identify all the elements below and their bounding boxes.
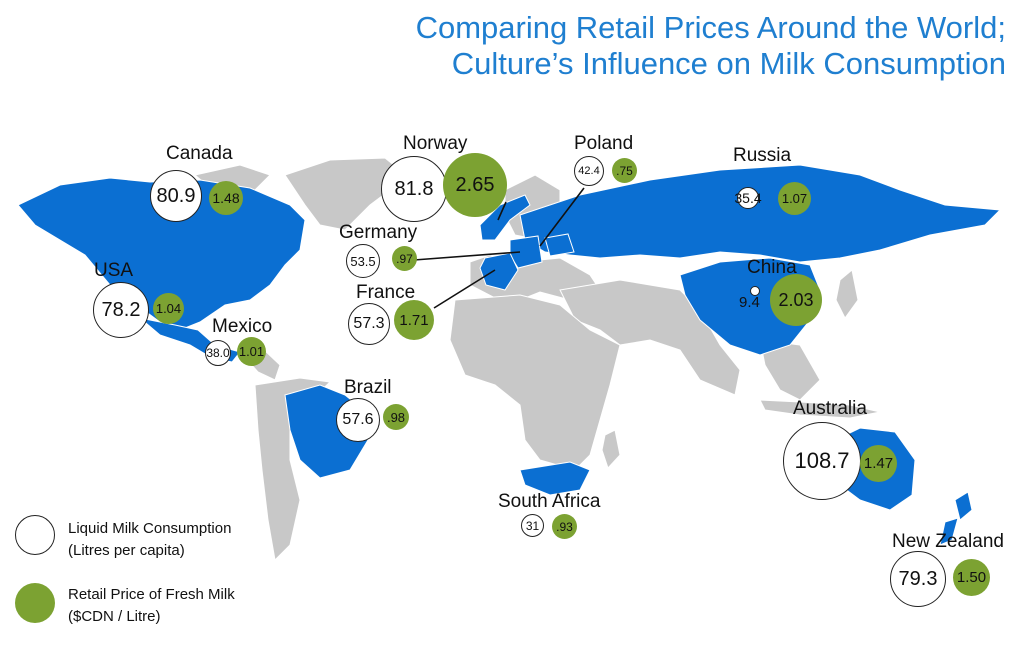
bubble-price-france: 1.71 <box>394 300 434 340</box>
bubble-price-mexico: 1.01 <box>237 337 266 366</box>
bubble-consumption-russia: 35.4 <box>734 187 762 209</box>
legend-consumption-line2: (Litres per capita) <box>68 542 185 559</box>
france-pointer <box>433 269 496 309</box>
bubble-price-south-africa: .93 <box>552 514 577 539</box>
label-france: France <box>356 282 416 303</box>
bubble-consumption-china <box>750 286 760 296</box>
madagascar <box>601 429 621 469</box>
land-highlighted <box>17 164 1002 546</box>
value-consumption-china: 9.4 <box>739 294 760 311</box>
bubble-consumption-germany: 53.5 <box>346 244 380 278</box>
bubble-price-brazil: .98 <box>383 404 409 430</box>
indonesia <box>759 399 881 419</box>
bubble-consumption-norway: 81.8 <box>381 156 447 222</box>
title-line-1: Comparing Retail Prices Around the World… <box>415 10 1006 45</box>
germany-pointer <box>413 251 521 261</box>
south-america-other <box>254 377 332 562</box>
label-russia: Russia <box>733 145 792 166</box>
south-africa-shape <box>519 461 591 496</box>
label-brazil: Brazil <box>344 377 392 398</box>
legend-price-line1: Retail Price of Fresh Milk <box>68 586 235 603</box>
norway-pointer <box>497 201 507 221</box>
greenland <box>284 157 401 231</box>
label-norway: Norway <box>403 133 468 154</box>
label-mexico: Mexico <box>212 316 273 337</box>
bubble-price-poland: .75 <box>612 158 637 183</box>
bubble-consumption-usa: 78.2 <box>93 282 149 338</box>
label-new-zealand: New Zealand <box>892 531 1004 552</box>
bubble-consumption-australia: 108.7 <box>783 422 861 500</box>
bubble-price-new-zealand: 1.50 <box>953 559 990 596</box>
label-canada: Canada <box>166 143 233 164</box>
bubble-consumption-mexico: 38.0 <box>205 340 231 366</box>
poland-shape <box>544 233 575 257</box>
bubble-price-russia: 1.07 <box>778 182 811 215</box>
bubble-price-norway: 2.65 <box>443 153 507 217</box>
norway-shape <box>479 194 531 241</box>
bubble-price-australia: 1.47 <box>860 445 897 482</box>
bubble-consumption-brazil: 57.6 <box>336 398 380 442</box>
label-poland: Poland <box>574 133 634 154</box>
label-australia: Australia <box>793 398 867 419</box>
legend-price-swatch <box>15 583 55 623</box>
bubble-consumption-france: 57.3 <box>348 303 390 345</box>
poland-pointer <box>539 187 585 247</box>
bubble-price-germany: .97 <box>392 246 417 271</box>
label-china: China <box>747 257 797 278</box>
se-asia <box>759 339 821 401</box>
new-zealand-shape <box>939 491 973 546</box>
label-south-africa: South Africa <box>498 491 601 512</box>
bubble-consumption-new-zealand: 79.3 <box>890 551 946 607</box>
label-usa: USA <box>94 260 134 281</box>
japan <box>835 269 859 319</box>
bubble-consumption-south-africa: 31 <box>521 514 544 537</box>
bubble-price-usa: 1.04 <box>153 293 184 324</box>
bubble-consumption-canada: 80.9 <box>150 170 202 222</box>
russia-shape <box>519 164 1002 263</box>
label-germany: Germany <box>339 222 418 243</box>
bubble-price-china: 2.03 <box>770 274 822 326</box>
legend-price-line2: ($CDN / Litre) <box>68 608 161 625</box>
title-line-2: Culture’s Influence on Milk Consumption <box>451 46 1006 81</box>
pointer-lines <box>413 187 585 309</box>
bubble-consumption-poland: 42.4 <box>574 156 604 186</box>
legend-consumption-line1: Liquid Milk Consumption <box>68 520 232 537</box>
legend-consumption-swatch <box>15 515 55 555</box>
bubble-price-canada: 1.48 <box>209 181 243 215</box>
africa-other <box>449 294 621 471</box>
